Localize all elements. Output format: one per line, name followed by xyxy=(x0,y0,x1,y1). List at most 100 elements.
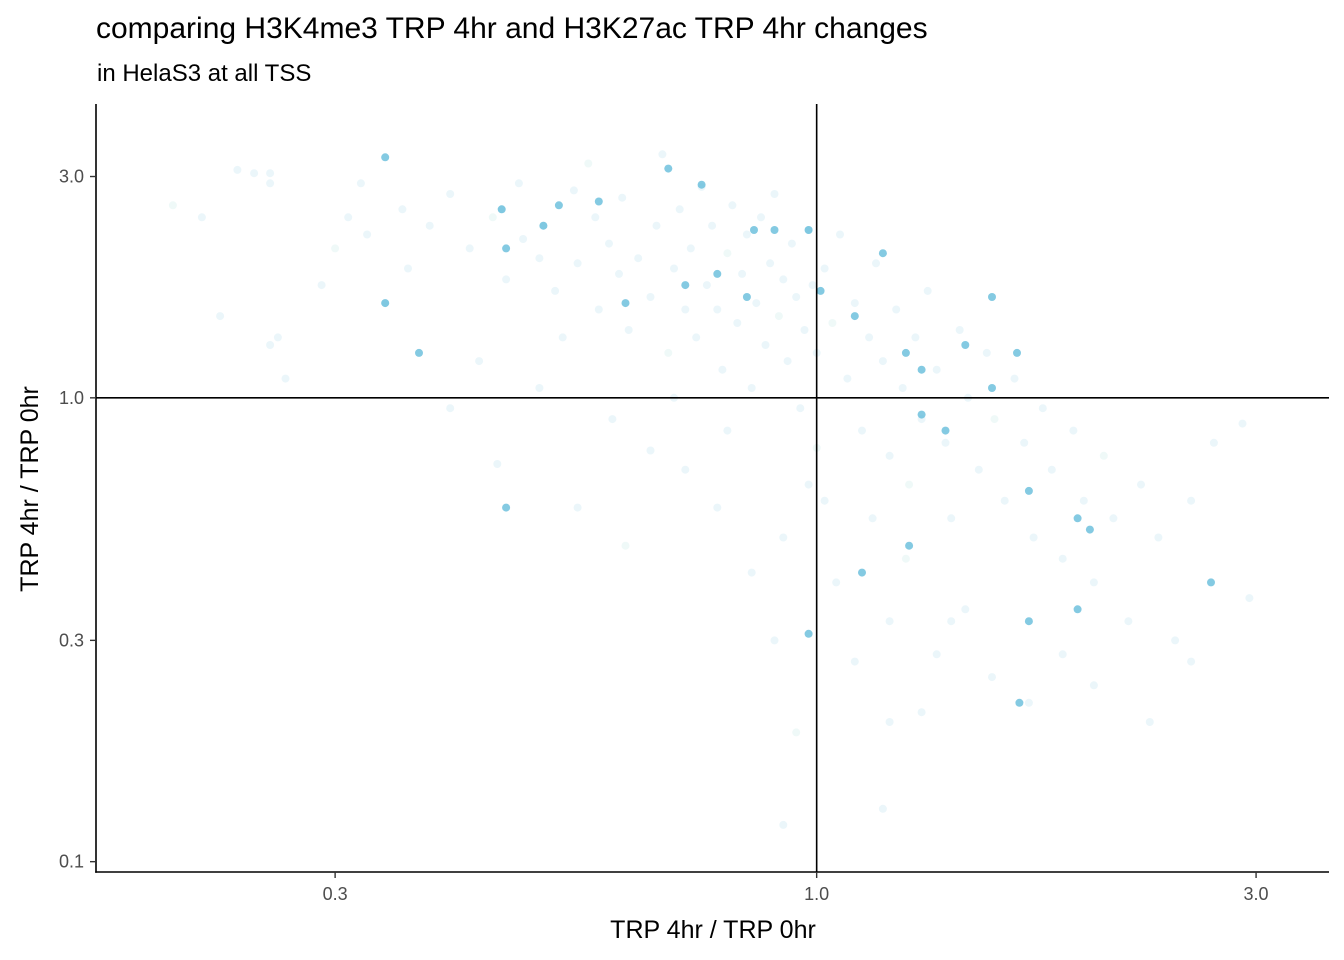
scatter-point xyxy=(961,341,970,349)
scatter-point xyxy=(1145,718,1154,726)
scatter-point xyxy=(618,193,627,202)
scatter-point xyxy=(273,333,282,342)
scatter-point xyxy=(901,554,910,563)
scatter-point xyxy=(317,281,326,290)
scatter-point xyxy=(697,180,706,189)
scatter-point xyxy=(404,264,412,273)
scatter-point xyxy=(892,305,901,314)
scatter-point xyxy=(594,197,603,206)
scatter-point xyxy=(681,281,690,290)
scatter-point xyxy=(747,568,756,577)
y-tick-label: 0.1 xyxy=(59,852,84,872)
scatter-point xyxy=(356,179,365,188)
axes xyxy=(95,104,1329,873)
scatter-point xyxy=(757,213,765,222)
scatter-point xyxy=(554,201,563,210)
scatter-point xyxy=(792,728,801,737)
chart-subtitle: in HelaS3 at all TSS xyxy=(97,60,312,87)
scatter-point xyxy=(787,239,796,248)
scatter-point xyxy=(872,259,880,268)
scatter-point xyxy=(843,374,852,383)
scatter-point xyxy=(168,201,177,210)
scatter-point xyxy=(988,673,996,682)
chart-title: comparing H3K4me3 TRP 4hr and H3K27ac TR… xyxy=(96,12,928,45)
scatter-point xyxy=(800,326,809,334)
scatter-point xyxy=(1171,636,1180,645)
scatter-point xyxy=(493,460,502,468)
scatter-point xyxy=(681,465,690,474)
scatter-point xyxy=(718,365,727,374)
scatter-point xyxy=(1069,426,1078,435)
scatter-point xyxy=(1047,465,1056,474)
scatter-point xyxy=(446,404,455,413)
scatter-point xyxy=(502,244,511,253)
scatter-point xyxy=(488,213,497,222)
scatter-point xyxy=(774,312,783,321)
scatter-point xyxy=(779,820,788,829)
scatter-point xyxy=(816,286,825,295)
scatter-point xyxy=(961,605,970,614)
scatter-point xyxy=(792,293,801,301)
scatter-point xyxy=(1238,419,1247,428)
scatter-point xyxy=(692,333,701,342)
scatter-point xyxy=(947,514,956,523)
scatter-point xyxy=(905,480,914,489)
scatter-point xyxy=(608,415,617,424)
scatter-point xyxy=(344,213,353,222)
scatter-point xyxy=(1015,698,1024,707)
x-axis-title: TRP 4hr / TRP 0hr xyxy=(610,916,816,944)
scatter-point xyxy=(425,221,434,230)
scatter-point xyxy=(1109,514,1118,523)
scatter-point xyxy=(804,629,813,638)
scatter-point xyxy=(932,365,941,374)
x-tick-label: 3.0 xyxy=(1244,884,1269,904)
scatter-point xyxy=(917,365,926,374)
scatter-point xyxy=(363,230,372,239)
scatter-point xyxy=(1099,451,1108,460)
scatter-point xyxy=(1010,374,1019,383)
scatter-point xyxy=(1058,554,1067,563)
scatter-point xyxy=(331,244,340,253)
scatter-point xyxy=(917,708,926,717)
scatter-point xyxy=(1137,480,1145,489)
scatter-point xyxy=(947,617,956,626)
scatter-point xyxy=(634,254,643,263)
scatter-point xyxy=(742,230,751,239)
scatter-point xyxy=(766,259,775,268)
scatter-point xyxy=(702,281,711,290)
scatter-point xyxy=(804,226,813,234)
scatter-point xyxy=(475,357,484,366)
scatter-point xyxy=(266,179,275,188)
scatter-point xyxy=(779,275,788,284)
scatter-point xyxy=(1029,533,1038,542)
tick-layer: 0.3 1.0 3.0 0.1 0.3 1.0 3.0 xyxy=(59,167,1269,904)
scatter-point xyxy=(551,286,560,295)
scatter-point xyxy=(605,239,613,248)
scatter-point xyxy=(1024,617,1033,626)
scatter-point xyxy=(281,374,290,383)
scatter-point xyxy=(982,348,991,357)
scatter-point xyxy=(747,384,756,392)
scatter-point xyxy=(868,514,877,523)
scatter-point xyxy=(1058,650,1067,659)
scatter-point xyxy=(1124,617,1133,626)
scatter-point xyxy=(573,503,582,512)
scatter-point xyxy=(713,269,722,278)
scatter-point xyxy=(783,357,792,366)
scatter-point xyxy=(624,326,633,334)
scatter-point xyxy=(796,404,805,413)
scatter-point xyxy=(770,226,779,234)
scatter-point xyxy=(988,384,996,392)
reference-lines xyxy=(96,104,1329,872)
scatter-point xyxy=(1207,578,1215,587)
scatter-point xyxy=(820,496,829,505)
scatter-point xyxy=(901,348,910,357)
scatter-point xyxy=(905,541,914,550)
scatter-point xyxy=(539,221,548,230)
scatter-point xyxy=(820,264,829,273)
scatter-point xyxy=(770,636,779,645)
scatter-point xyxy=(250,169,259,178)
scatter-point xyxy=(266,169,275,178)
scatter-point xyxy=(1089,578,1098,587)
